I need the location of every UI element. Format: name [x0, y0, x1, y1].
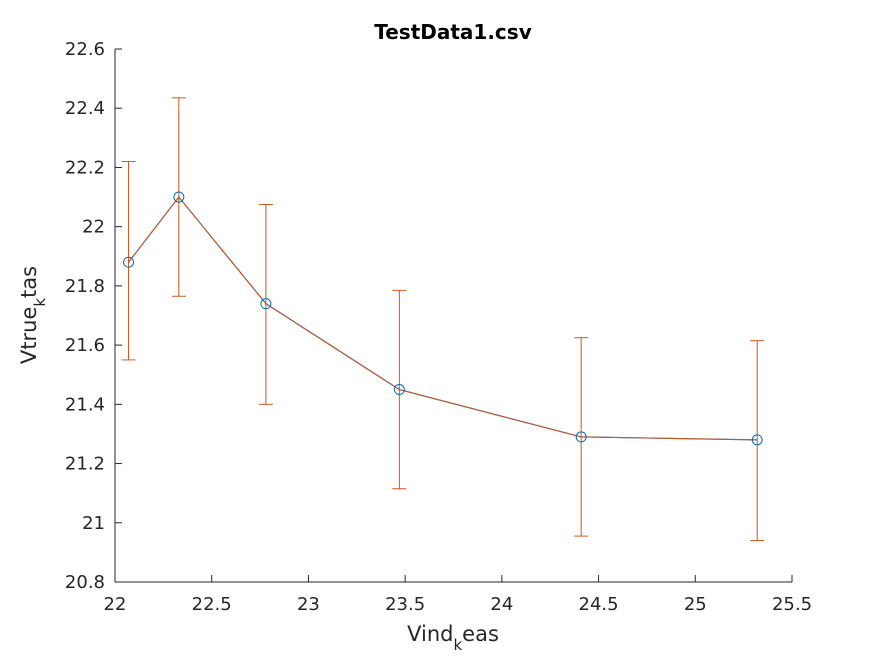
- x-tick-label: 22.5: [192, 594, 232, 615]
- y-tick-label: 22: [82, 217, 105, 238]
- y-tick-label: 22.6: [65, 39, 105, 60]
- y-axis-label: Vtruektas: [17, 266, 49, 364]
- y-tick-label: 22.2: [65, 157, 105, 178]
- x-axis-label-rest: eas: [462, 622, 499, 646]
- x-tick-label: 23.5: [385, 594, 425, 615]
- x-tick-label: 25: [684, 594, 707, 615]
- y-axis-label-rest: tas: [17, 266, 41, 298]
- y-tick-label: 21.8: [65, 276, 105, 297]
- y-axis-label-sub: k: [31, 298, 49, 307]
- series-line-base: [128, 196, 758, 441]
- chart-title: TestData1.csv: [374, 20, 531, 44]
- x-tick-label: 25.5: [772, 594, 812, 615]
- series: [128, 196, 758, 441]
- data-point: [173, 191, 185, 203]
- error-bars: [121, 97, 765, 542]
- data-point: [123, 256, 135, 268]
- x-axis-label-main: Vind: [407, 622, 453, 646]
- y-tick-label: 21: [82, 513, 105, 534]
- x-tick-label: 24.5: [579, 594, 619, 615]
- markers: [123, 191, 763, 446]
- data-point: [751, 434, 763, 446]
- x-axis-label-sub: k: [453, 636, 462, 654]
- data-point: [575, 431, 587, 443]
- x-tick-label: 24: [490, 594, 513, 615]
- data-point: [260, 298, 272, 310]
- axes: [114, 49, 792, 583]
- x-axis-ticks: 22 22.5 23 23.5 24 24.5 25 25.5: [104, 575, 812, 615]
- y-tick-label: 22.4: [65, 98, 105, 119]
- y-axis-ticks: 20.8 21 21.2 21.4 21.6 21.8 22 22.2 22.4 22.6: [65, 39, 122, 593]
- y-tick-label: 21.6: [65, 335, 105, 356]
- x-tick-label: 22: [104, 594, 127, 615]
- x-axis-label: Vindkeas: [407, 622, 499, 654]
- y-axis-label-main: Vtrue: [17, 307, 41, 364]
- y-tick-label: 21.2: [65, 454, 105, 475]
- data-point: [393, 384, 405, 396]
- y-tick-label: 21.4: [65, 394, 105, 415]
- y-tick-label: 20.8: [65, 572, 105, 593]
- x-tick-label: 23: [297, 594, 320, 615]
- series-line: [128, 196, 758, 441]
